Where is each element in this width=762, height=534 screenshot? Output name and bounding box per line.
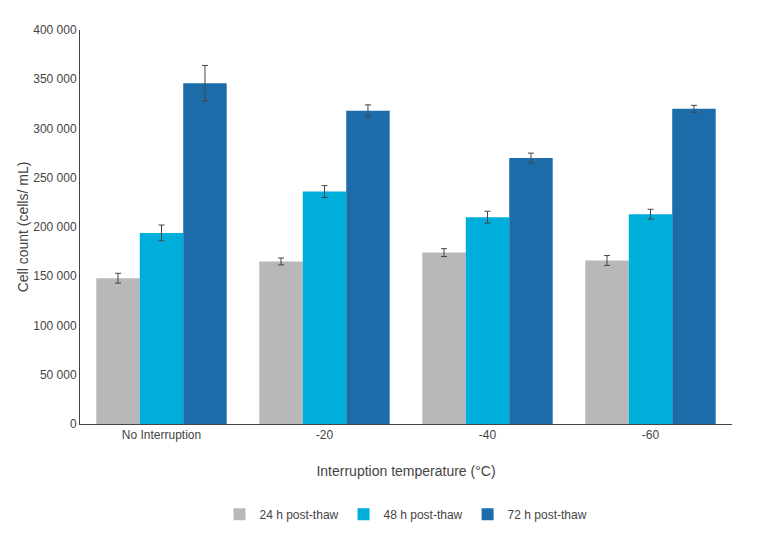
svg-text:300 000: 300 000 [33, 122, 77, 136]
svg-text:100 000: 100 000 [33, 319, 77, 333]
svg-text:-60: -60 [642, 428, 660, 442]
svg-text:250 000: 250 000 [33, 171, 77, 185]
svg-text:0: 0 [70, 417, 77, 431]
svg-text:48 h post-thaw: 48 h post-thaw [384, 508, 463, 522]
svg-text:Interruption temperature (°C): Interruption temperature (°C) [316, 463, 495, 479]
svg-text:24 h post-thaw: 24 h post-thaw [260, 508, 339, 522]
svg-text:150 000: 150 000 [33, 269, 77, 283]
svg-text:50 000: 50 000 [40, 368, 77, 382]
svg-text:200 000: 200 000 [33, 220, 77, 234]
svg-text:-40: -40 [479, 428, 497, 442]
svg-text:350 000: 350 000 [33, 72, 77, 86]
svg-text:400 000: 400 000 [33, 23, 77, 37]
svg-text:-20: -20 [316, 428, 334, 442]
svg-text:72 h post-thaw: 72 h post-thaw [508, 508, 587, 522]
svg-text:No Interruption: No Interruption [122, 428, 201, 442]
svg-text:Cell count (cells/ mL): Cell count (cells/ mL) [15, 162, 31, 293]
